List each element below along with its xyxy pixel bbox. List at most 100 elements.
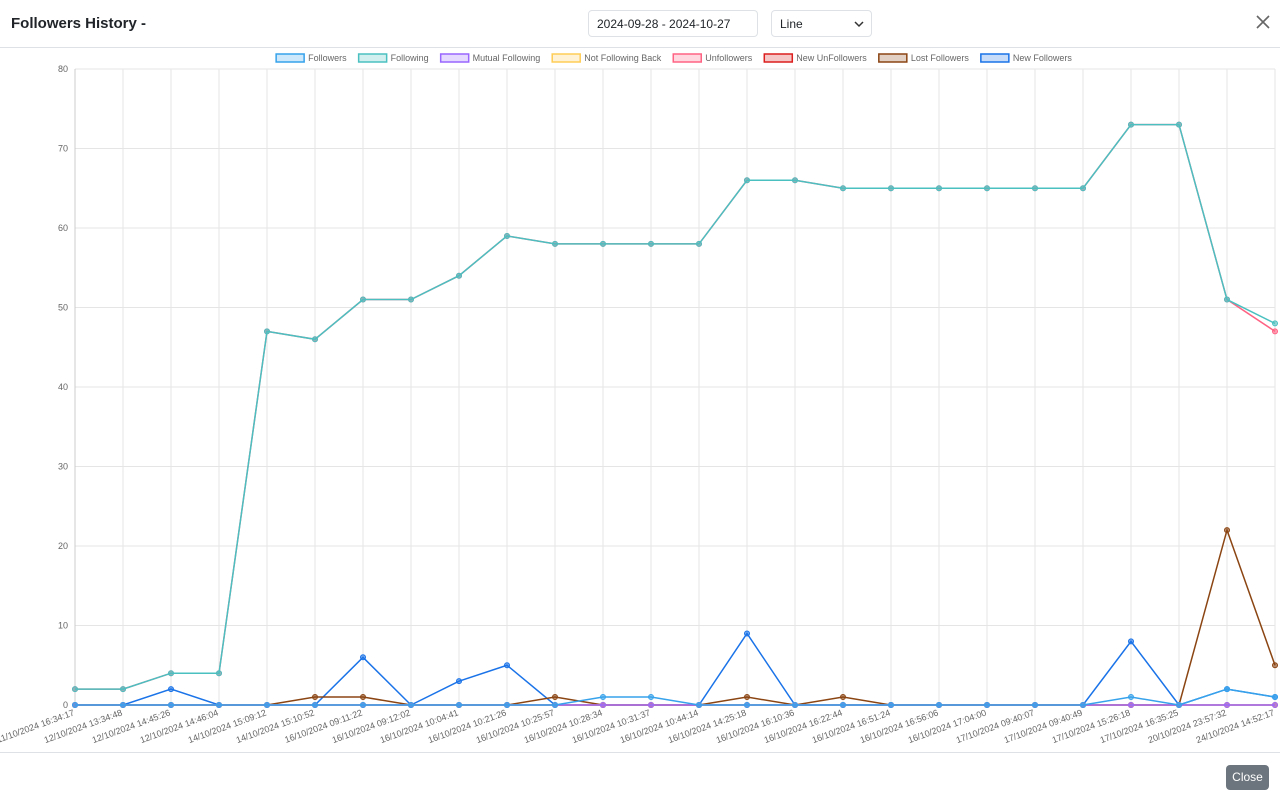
series-line: [75, 632, 1276, 706]
legend-item[interactable]: Lost Followers: [878, 53, 970, 63]
data-point: [216, 702, 222, 708]
data-point: [360, 296, 366, 303]
data-point: [1032, 185, 1038, 192]
legend-label: Not Following Back: [584, 53, 662, 63]
legend-item[interactable]: New UnFollowers: [763, 53, 867, 63]
data-point: [168, 686, 174, 693]
close-icon[interactable]: [1255, 14, 1271, 30]
data-point: [600, 702, 606, 708]
data-point: [456, 702, 462, 708]
legend-swatch: [275, 53, 305, 63]
data-point: [456, 678, 462, 685]
series-line: [75, 527, 1276, 706]
data-point: [888, 185, 894, 192]
data-point: [504, 232, 510, 239]
data-point: [312, 336, 318, 343]
data-point: [72, 686, 78, 693]
data-point: [1032, 702, 1038, 708]
data-point: [408, 702, 414, 708]
data-point: [72, 702, 78, 708]
data-point: [1176, 702, 1182, 708]
legend-label: Mutual Following: [473, 53, 541, 63]
data-point: [360, 702, 366, 708]
data-point: [1224, 702, 1230, 708]
y-tick-label: 20: [58, 541, 68, 551]
date-range-input[interactable]: 2024-09-28 - 2024-10-27: [588, 10, 758, 37]
data-point: [264, 328, 270, 335]
data-point: [600, 240, 606, 247]
legend-item[interactable]: Unfollowers: [672, 53, 753, 63]
data-point: [1080, 702, 1086, 708]
select-value: Line: [780, 17, 803, 31]
modal-title: Followers History -: [11, 15, 147, 32]
series-line: [75, 123, 1276, 690]
data-point: [792, 702, 798, 708]
y-tick-label: 50: [58, 303, 68, 313]
modal-header: Followers History - 2024-09-28 - 2024-10…: [0, 0, 1280, 48]
data-point: [744, 177, 750, 184]
data-point: [1224, 527, 1230, 534]
data-point: [504, 662, 510, 669]
data-point: [744, 630, 750, 637]
legend-swatch: [551, 53, 581, 63]
y-tick-label: 10: [58, 621, 68, 631]
legend-swatch: [980, 53, 1010, 63]
legend-swatch: [439, 53, 470, 63]
series-line: [75, 123, 1276, 690]
legend-label: Following: [391, 53, 429, 63]
data-point: [1272, 702, 1278, 708]
data-point: [648, 694, 654, 701]
data-point: [1272, 328, 1278, 335]
chevron: [854, 21, 864, 28]
data-point: [1128, 121, 1134, 128]
data-point: [696, 702, 702, 708]
data-point: [1128, 702, 1134, 708]
data-point: [264, 702, 270, 708]
modal-footer: Close: [0, 752, 1280, 801]
data-point: [648, 240, 654, 247]
chart-type-select[interactable]: Line: [771, 10, 872, 37]
legend-item[interactable]: Mutual Following: [439, 53, 541, 63]
data-point: [1224, 296, 1230, 303]
data-point: [888, 702, 894, 708]
data-point: [1272, 662, 1278, 669]
legend-label: New Followers: [1013, 53, 1073, 63]
data-point: [1272, 320, 1278, 327]
legend-swatch: [763, 53, 794, 63]
data-point: [456, 272, 462, 279]
data-point: [1272, 694, 1278, 701]
legend-item[interactable]: Followers: [275, 53, 347, 63]
close-button[interactable]: Close: [1226, 765, 1269, 790]
legend-swatch: [672, 53, 703, 63]
data-point: [504, 702, 510, 708]
legend-swatch: [878, 53, 908, 63]
y-tick-label: 30: [58, 462, 68, 472]
data-point: [168, 670, 174, 677]
data-point: [840, 185, 846, 192]
y-tick-label: 0: [63, 700, 68, 710]
y-tick-label: 70: [58, 144, 68, 154]
data-point: [552, 702, 558, 708]
data-point: [744, 694, 750, 701]
data-point: [696, 240, 702, 247]
data-point: [552, 694, 558, 701]
data-point: [984, 185, 990, 192]
data-point: [744, 702, 750, 708]
data-point: [360, 694, 366, 701]
data-point: [408, 296, 414, 303]
data-point: [1080, 185, 1086, 192]
legend-item[interactable]: Following: [357, 53, 429, 63]
data-point: [120, 702, 126, 708]
series-line: [75, 688, 1276, 706]
legend-label: Unfollowers: [705, 53, 753, 63]
legend-label: New UnFollowers: [796, 53, 867, 63]
legend-item[interactable]: New Followers: [980, 53, 1073, 63]
data-point: [312, 702, 318, 708]
data-point: [552, 240, 558, 247]
data-point: [216, 670, 222, 677]
data-point: [984, 702, 990, 708]
legend-item[interactable]: Not Following Back: [551, 53, 662, 63]
data-point: [120, 686, 126, 693]
